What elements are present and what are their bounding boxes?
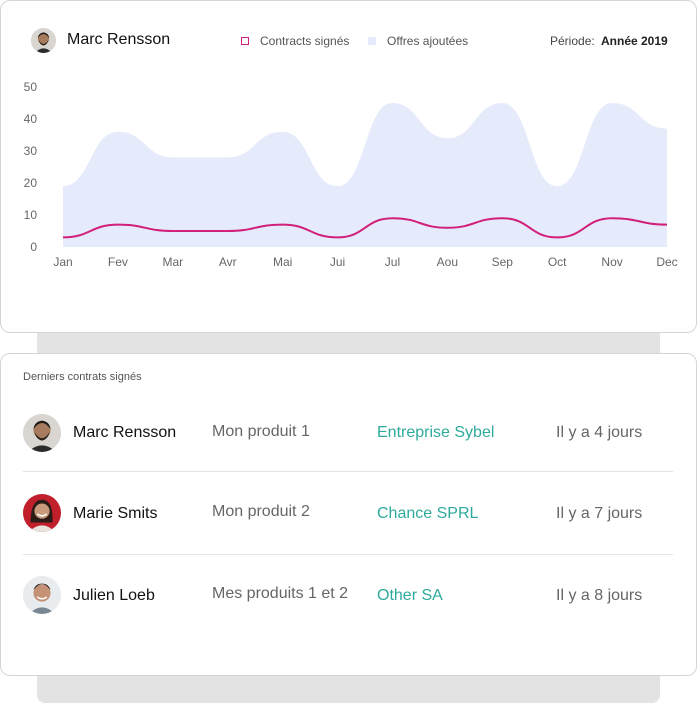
contract-name: Julien Loeb bbox=[73, 587, 155, 604]
y-tick-label: 30 bbox=[24, 144, 38, 158]
section-title: Derniers contrats signés bbox=[23, 371, 142, 383]
y-tick-label: 40 bbox=[24, 112, 38, 126]
contract-row[interactable]: Marc Rensson Mon produit 1 Entreprise Sy… bbox=[23, 394, 673, 474]
line-contracts-signes bbox=[62, 217, 668, 239]
avatar bbox=[23, 414, 61, 452]
contract-time: Il y a 7 jours bbox=[556, 505, 643, 522]
period-label: Période: bbox=[550, 34, 595, 48]
contract-product: Mon produit 2 bbox=[212, 503, 310, 520]
x-tick-label: Avr bbox=[219, 255, 237, 269]
x-tick-label: Fev bbox=[108, 255, 128, 269]
x-tick-label: Mai bbox=[273, 255, 292, 269]
y-tick-label: 50 bbox=[24, 80, 38, 94]
x-tick-label: Aou bbox=[437, 255, 458, 269]
x-tick-label: Sep bbox=[492, 255, 514, 269]
x-tick-label: Nov bbox=[601, 255, 622, 269]
avatar bbox=[31, 28, 56, 53]
legend-label-contracts: Contracts signés bbox=[260, 34, 350, 48]
row-divider bbox=[23, 471, 673, 472]
contracts-card: Derniers contrats signés Marc Rensson Mo… bbox=[0, 353, 697, 676]
contract-row[interactable]: Marie Smits Mon produit 2 Chance SPRL Il… bbox=[23, 474, 673, 554]
y-tick-label: 0 bbox=[30, 240, 37, 254]
stats-card: Marc Rensson Contracts signés Offres ajo… bbox=[0, 0, 697, 333]
contract-company-link[interactable]: Entreprise Sybel bbox=[377, 424, 495, 441]
row-divider bbox=[23, 554, 673, 555]
avatar bbox=[23, 494, 61, 532]
y-tick-label: 10 bbox=[24, 208, 38, 222]
contract-time: Il y a 4 jours bbox=[556, 424, 643, 441]
x-tick-label: Jan bbox=[53, 255, 72, 269]
x-tick-label: Jul bbox=[385, 255, 400, 269]
contract-product: Mes produits 1 et 2 bbox=[212, 585, 349, 602]
x-tick-label: Jui bbox=[330, 255, 345, 269]
x-tick-label: Dec bbox=[656, 255, 677, 269]
contract-name: Marie Smits bbox=[73, 505, 158, 522]
y-tick-label: 20 bbox=[24, 176, 38, 190]
period-selector[interactable]: Année 2019 bbox=[601, 34, 668, 48]
legend-offres[interactable]: Offres ajoutées bbox=[368, 34, 468, 48]
contract-company-link[interactable]: Other SA bbox=[377, 587, 443, 604]
contract-row[interactable]: Julien Loeb Mes produits 1 et 2 Other SA… bbox=[23, 556, 673, 636]
legend-contracts[interactable]: Contracts signés bbox=[241, 34, 349, 48]
legend-swatch-contracts bbox=[241, 37, 249, 45]
contract-time: Il y a 8 jours bbox=[556, 587, 643, 604]
legend-label-offres: Offres ajoutées bbox=[387, 34, 469, 48]
x-tick-label: Oct bbox=[548, 255, 567, 269]
user-name: Marc Rensson bbox=[67, 31, 171, 48]
area-offres-ajoutees bbox=[63, 103, 667, 247]
x-tick-label: Mar bbox=[162, 255, 183, 269]
contract-company-link[interactable]: Chance SPRL bbox=[377, 505, 479, 522]
chart: 0 10 20 30 40 50 Jan Fev Mar Avr Mai Jui Jul Aou Sep O… bbox=[24, 80, 678, 269]
contract-product: Mon produit 1 bbox=[212, 423, 310, 440]
legend-swatch-offres bbox=[368, 37, 376, 45]
contract-name: Marc Rensson bbox=[73, 424, 177, 441]
avatar bbox=[23, 576, 61, 614]
